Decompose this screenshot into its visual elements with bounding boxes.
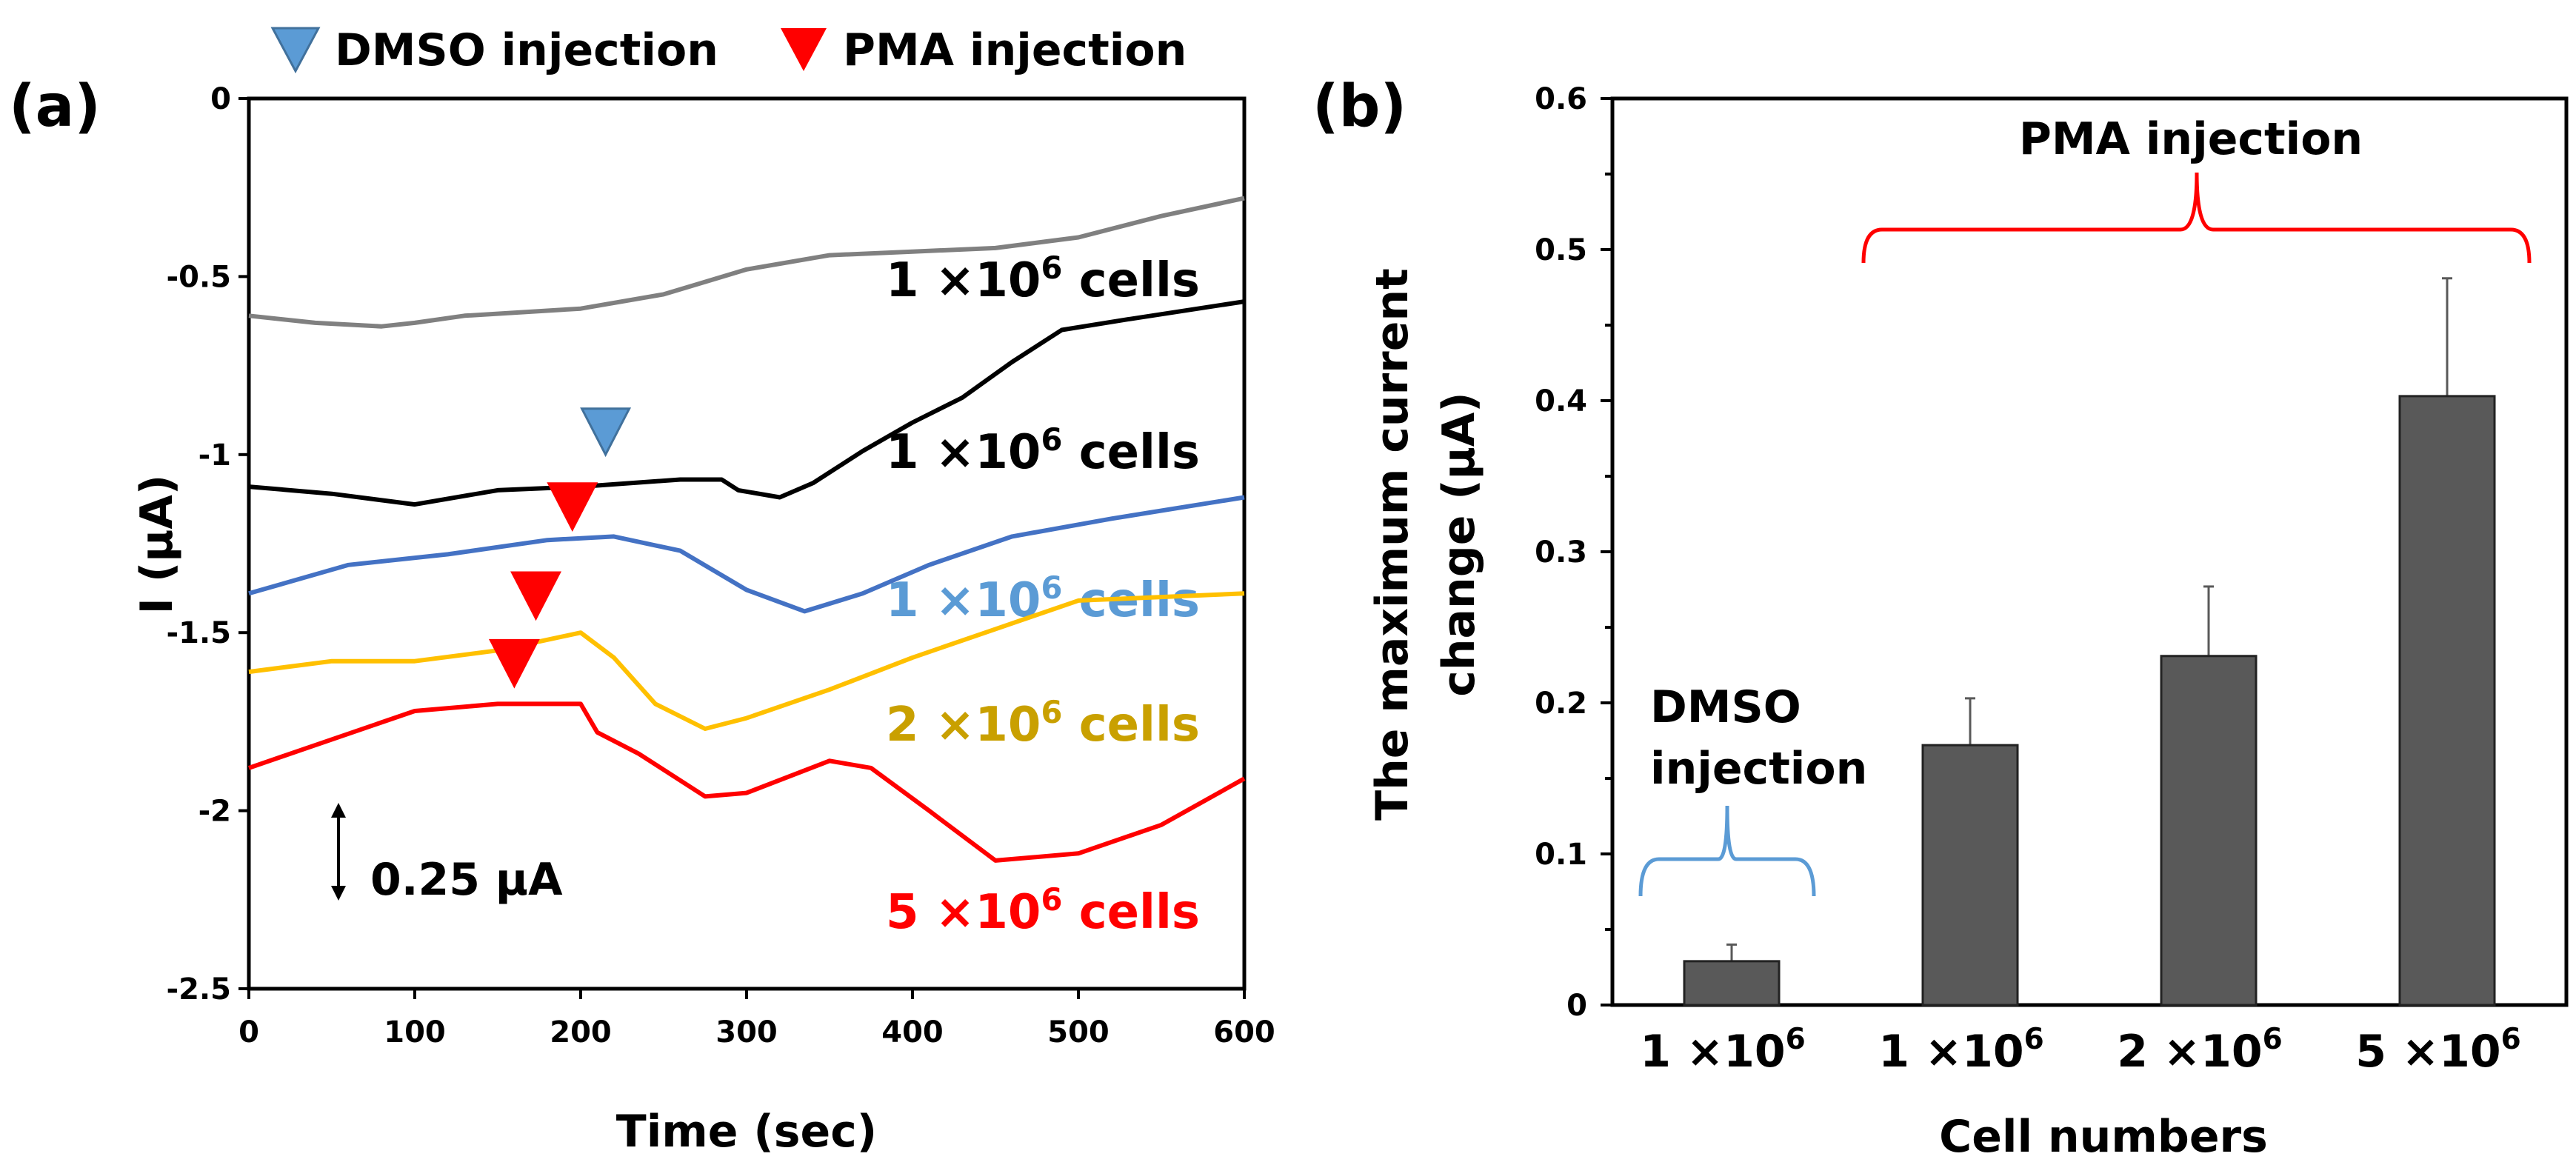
y-tick-label-b: 0.5 (1535, 233, 1587, 267)
dmso-bracket (1638, 805, 1816, 897)
y-tick-label-b: 0 (1566, 989, 1587, 1023)
series-line (248, 495, 1245, 614)
scale-bar-label: 0.25 μA (370, 854, 563, 906)
x-tick-label-a: 100 (384, 1015, 446, 1049)
y-tick-label-b: 0.1 (1535, 838, 1587, 872)
x-tick-label-a: 200 (550, 1015, 612, 1049)
x-tick-label-a: 400 (881, 1015, 944, 1049)
series-line (248, 591, 1245, 731)
legend-pma-triangle-icon (781, 28, 827, 71)
series-label: 1 ×106 cells (886, 250, 1200, 308)
x-tick-label-a: 600 (1213, 1015, 1275, 1049)
injection-marker-triangle-icon (547, 482, 598, 533)
annotation-dmso-line2: injection (1650, 743, 1867, 795)
scale-bar: 0.25 μA (331, 803, 563, 906)
y-tick-label-a: -1 (198, 438, 231, 473)
series-line (248, 299, 1245, 507)
bar (2398, 395, 2496, 1007)
legend: DMSO injection PMA injection (270, 24, 1187, 76)
injection-marker-triangle-icon (580, 407, 632, 458)
series-line (248, 701, 1246, 863)
category-label: 5 ×106 (2355, 1023, 2521, 1078)
category-label: 2 ×106 (2117, 1023, 2283, 1078)
pma-bracket (1861, 172, 2532, 264)
series-line (248, 196, 1245, 329)
legend-pma-label: PMA injection (843, 24, 1187, 76)
category-label: 1 ×106 (1640, 1023, 1806, 1078)
arrow-up-icon (331, 803, 346, 818)
y-tick-label-a: -0.5 (167, 260, 231, 294)
y-tick-label-b: 0.4 (1535, 384, 1587, 418)
y-tick-label-b: 0.2 (1535, 687, 1587, 721)
y-axis-title-a: I (μA) (131, 475, 183, 615)
annotation-pma: PMA injection (2019, 113, 2363, 165)
bar (1683, 960, 1781, 1007)
x-tick-label-a: 300 (715, 1015, 778, 1049)
y-tick-label-b: 0.6 (1535, 82, 1587, 116)
y-tick-label-a: 0 (210, 82, 231, 116)
y-tick-label-b: 0.3 (1535, 535, 1587, 570)
y-axis-title-b-line1: The maximum current (1367, 268, 1418, 821)
x-axis-title-b: Cell numbers (1939, 1111, 2268, 1163)
chart-a: 0 100 200 300 400 500 600 0 -0.5 -1 -1.5 -2 -2.5 1 ×1… (167, 82, 1275, 1049)
series-label: 5 ×106 cells (886, 881, 1200, 940)
injection-marker-triangle-icon (488, 638, 540, 689)
series-label: 2 ×106 cells (886, 694, 1200, 752)
panel-label-b: (b) (1312, 73, 1407, 140)
category-label: 1 ×106 (1878, 1023, 2044, 1078)
y-axis-title-b-line2: change (μA) (1433, 392, 1485, 696)
series-label: 1 ×106 cells (886, 421, 1200, 480)
bar (1921, 744, 2019, 1007)
legend-dmso-triangle-icon (270, 27, 321, 74)
legend-dmso-label: DMSO injection (335, 24, 718, 76)
chart-b: 0 0.1 0.2 0.3 0.4 0.5 0.6 1 ×106 1 ×106 2 ×106 5 ×… (1535, 82, 2569, 1078)
y-tick-label-a: -1.5 (167, 616, 231, 650)
y-tick-label-a: -2.5 (167, 972, 231, 1007)
panel-label-a: (a) (9, 73, 101, 140)
x-tick-label-a: 500 (1047, 1015, 1110, 1049)
arrow-down-icon (331, 886, 346, 901)
x-tick-label-a: 0 (238, 1015, 259, 1049)
annotation-dmso-line1: DMSO (1650, 681, 1801, 733)
injection-marker-triangle-icon (510, 571, 561, 621)
bar (2160, 655, 2258, 1007)
x-axis-title-a: Time (sec) (616, 1106, 877, 1158)
y-tick-label-a: -2 (198, 795, 231, 829)
